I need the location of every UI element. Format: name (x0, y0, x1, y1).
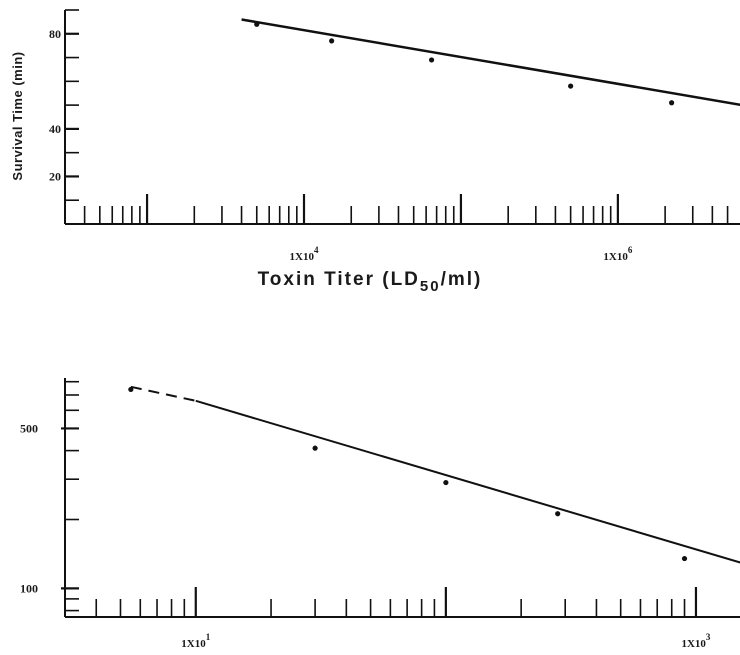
x-axis-label: Toxin Titer (LD50/ml) (258, 269, 483, 295)
y-tick-label: 80 (49, 27, 61, 41)
data-point (669, 100, 675, 106)
y-ticks: 20 40 80 (49, 9, 79, 202)
x-tick-label: 1X106 (603, 245, 632, 263)
data-point (128, 386, 134, 393)
svg-text:Toxin Titer (LD50/ml): Toxin Titer (LD50/ml) (258, 269, 483, 295)
data-points (254, 21, 675, 106)
y-tick-label: 40 (49, 122, 61, 136)
x-tick-label: 1X103 (681, 632, 710, 650)
x-axis-label-main: Toxin Titer (LD (258, 269, 420, 290)
x-ticks: 1X104 1X106 (83, 194, 729, 263)
data-point (254, 21, 260, 27)
x-axis-label-subscript: 50 (420, 278, 441, 295)
fit-line (195, 399, 740, 564)
y-axis-label: Survival Time (min) (10, 51, 25, 180)
y-ticks: 100 500 (20, 380, 79, 612)
data-point (555, 511, 561, 517)
y-tick-label: 500 (20, 421, 38, 435)
data-point (443, 479, 449, 486)
x-tick-label: 1X104 (290, 245, 319, 263)
x-ticks: 1X101 1X103 (95, 587, 711, 650)
data-point (312, 445, 318, 451)
y-tick-label: 100 (20, 581, 38, 595)
data-point (428, 57, 435, 63)
data-points (128, 386, 688, 562)
fit-line-extension (130, 385, 196, 402)
data-point (329, 38, 335, 44)
x-axis-label-tail: /ml) (441, 269, 483, 290)
data-point (568, 83, 574, 89)
x-tick-label: 1X101 (181, 632, 210, 650)
fit-line (241, 18, 740, 106)
survival-time-chart: 20 40 80 1X104 1X106 Survival Time (min) To… (10, 9, 740, 295)
y-tick-label: 20 (49, 169, 61, 183)
data-point (681, 555, 688, 562)
lower-chart: 100 500 1X101 1X103 (20, 378, 740, 650)
